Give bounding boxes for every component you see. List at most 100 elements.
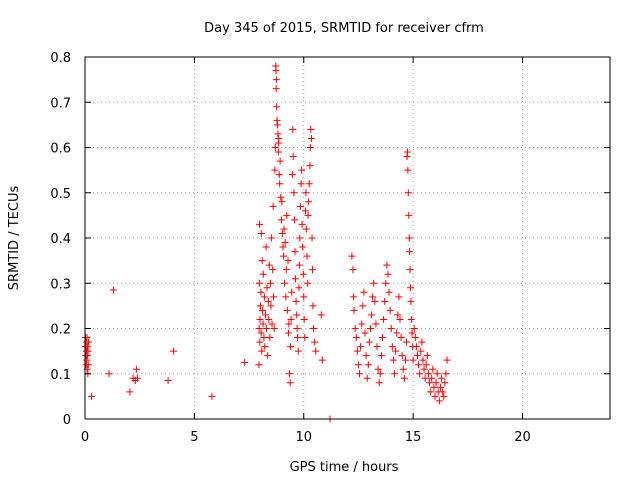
- data-point: [423, 352, 431, 360]
- data-point: [439, 388, 447, 396]
- data-point: [372, 320, 380, 328]
- data-point: [289, 153, 297, 161]
- data-point: [353, 347, 361, 355]
- data-point: [312, 347, 320, 355]
- data-point: [385, 288, 393, 296]
- chart-title: Day 345 of 2015, SRMTID for receiver cfr…: [204, 21, 484, 36]
- data-point: [416, 370, 424, 378]
- data-point: [270, 325, 278, 332]
- data-point: [298, 220, 306, 228]
- data-point: [318, 356, 326, 364]
- data-point: [293, 325, 301, 332]
- data-point: [429, 365, 437, 373]
- data-point: [408, 329, 416, 337]
- data-point: [266, 334, 274, 342]
- data-point: [267, 279, 274, 287]
- data-point: [369, 293, 377, 301]
- data-point: [374, 365, 382, 373]
- data-point: [383, 261, 391, 269]
- data-point: [351, 325, 359, 332]
- data-point: [415, 361, 423, 369]
- data-point: [275, 171, 283, 179]
- data-point: [269, 266, 277, 274]
- data-point: [208, 392, 216, 400]
- data-point: [285, 320, 293, 328]
- data-point: [350, 293, 358, 301]
- data-point: [281, 279, 288, 287]
- data-point: [265, 261, 273, 269]
- data-point: [302, 225, 310, 233]
- y-tick-label: 0.1: [50, 368, 71, 383]
- data-point: [360, 288, 368, 296]
- data-point: [304, 211, 312, 219]
- data-point: [283, 211, 291, 219]
- data-point: [280, 252, 288, 260]
- data-point: [306, 162, 314, 170]
- data-point: [309, 302, 317, 310]
- data-point: [278, 229, 286, 237]
- data-point: [414, 352, 421, 360]
- data-point: [357, 343, 365, 351]
- x-tick-label: 20: [514, 430, 531, 445]
- data-point: [280, 225, 288, 233]
- data-point: [260, 293, 268, 301]
- data-point: [273, 103, 281, 111]
- data-point: [391, 370, 399, 378]
- data-point: [382, 279, 390, 287]
- data-point: [404, 189, 412, 197]
- data-point: [276, 157, 284, 165]
- data-point: [393, 329, 401, 337]
- data-point: [270, 293, 278, 301]
- data-point: [363, 374, 371, 382]
- data-point: [407, 297, 415, 305]
- data-point: [84, 347, 92, 355]
- data-point: [443, 356, 451, 364]
- data-point: [431, 392, 439, 400]
- data-point: [411, 334, 419, 342]
- data-point: [258, 257, 266, 265]
- data-point: [300, 293, 308, 301]
- data-point: [405, 234, 413, 242]
- data-point: [303, 252, 311, 260]
- data-point: [132, 365, 140, 373]
- data-point: [441, 379, 449, 387]
- data-point: [399, 365, 407, 373]
- data-point: [375, 379, 383, 387]
- data-point: [264, 352, 272, 360]
- data-points: [81, 62, 451, 423]
- data-point: [256, 315, 264, 323]
- data-point: [257, 288, 265, 296]
- data-point: [304, 279, 312, 287]
- y-tick-label: 0.8: [50, 51, 71, 66]
- data-point: [387, 325, 395, 332]
- data-point: [83, 356, 91, 364]
- data-point: [406, 248, 414, 256]
- data-point: [265, 315, 273, 323]
- data-point: [286, 370, 294, 378]
- data-point: [305, 180, 313, 188]
- data-point: [268, 320, 276, 328]
- y-tick-label: 0: [63, 413, 71, 428]
- data-point: [257, 229, 265, 237]
- data-point: [272, 85, 280, 93]
- data-point: [296, 234, 304, 242]
- data-point: [426, 379, 434, 387]
- data-point: [294, 334, 302, 342]
- plot-frame: [84, 56, 611, 420]
- x-tick-label: 5: [190, 430, 198, 445]
- x-tick-label: 10: [295, 430, 312, 445]
- y-tick-label: 0.6: [50, 142, 71, 157]
- data-point: [427, 388, 435, 396]
- data-point: [282, 266, 290, 274]
- data-point: [420, 365, 428, 373]
- data-point: [440, 392, 448, 400]
- data-point: [263, 284, 271, 292]
- data-point: [310, 325, 318, 332]
- grid: [85, 57, 610, 419]
- data-point: [277, 216, 285, 224]
- data-point: [394, 311, 402, 319]
- data-point: [403, 338, 411, 346]
- data-point: [308, 234, 316, 242]
- data-point: [164, 377, 172, 385]
- data-point: [366, 325, 374, 332]
